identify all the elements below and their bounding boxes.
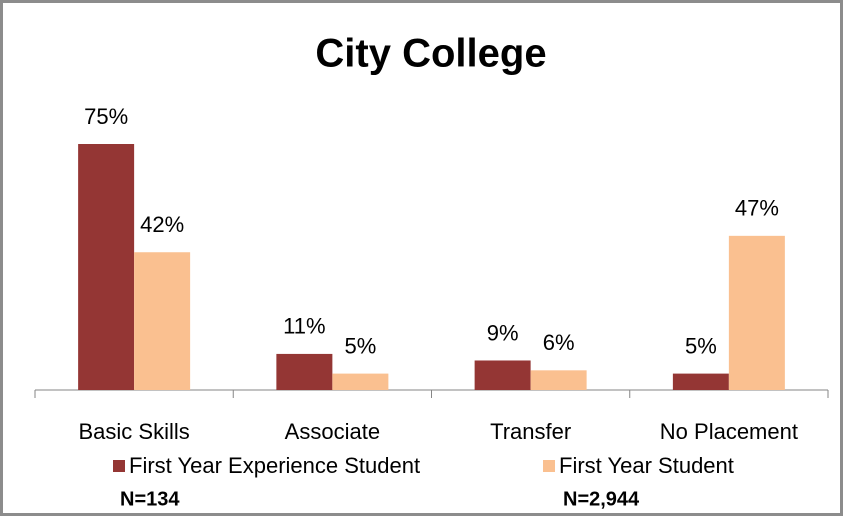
bar (332, 373, 389, 390)
bar (530, 370, 587, 390)
data-label: 5% (685, 333, 717, 358)
bar (276, 353, 333, 390)
legend-swatch (543, 460, 555, 472)
bar (474, 360, 531, 390)
data-label: 6% (543, 330, 575, 355)
chart-title: City College (315, 32, 546, 76)
x-tick-label: Basic Skills (79, 419, 190, 444)
annotation: N=134 (120, 488, 180, 510)
data-label: 5% (344, 333, 376, 358)
legend-label: First Year Student (559, 453, 734, 478)
bar (672, 373, 729, 390)
bar (728, 235, 785, 390)
bar (134, 252, 191, 390)
x-tick-label: Associate (285, 419, 380, 444)
bar (78, 144, 135, 390)
data-label: 75% (84, 104, 128, 129)
x-tick-label: Transfer (490, 419, 571, 444)
legend-label: First Year Experience Student (129, 453, 420, 478)
data-label: 11% (283, 314, 325, 339)
x-tick-label: No Placement (660, 419, 798, 444)
data-label: 47% (735, 196, 779, 221)
data-label: 9% (487, 320, 519, 345)
legend-swatch (113, 460, 125, 472)
annotation: N=2,944 (563, 488, 640, 510)
data-label: 42% (140, 212, 184, 237)
